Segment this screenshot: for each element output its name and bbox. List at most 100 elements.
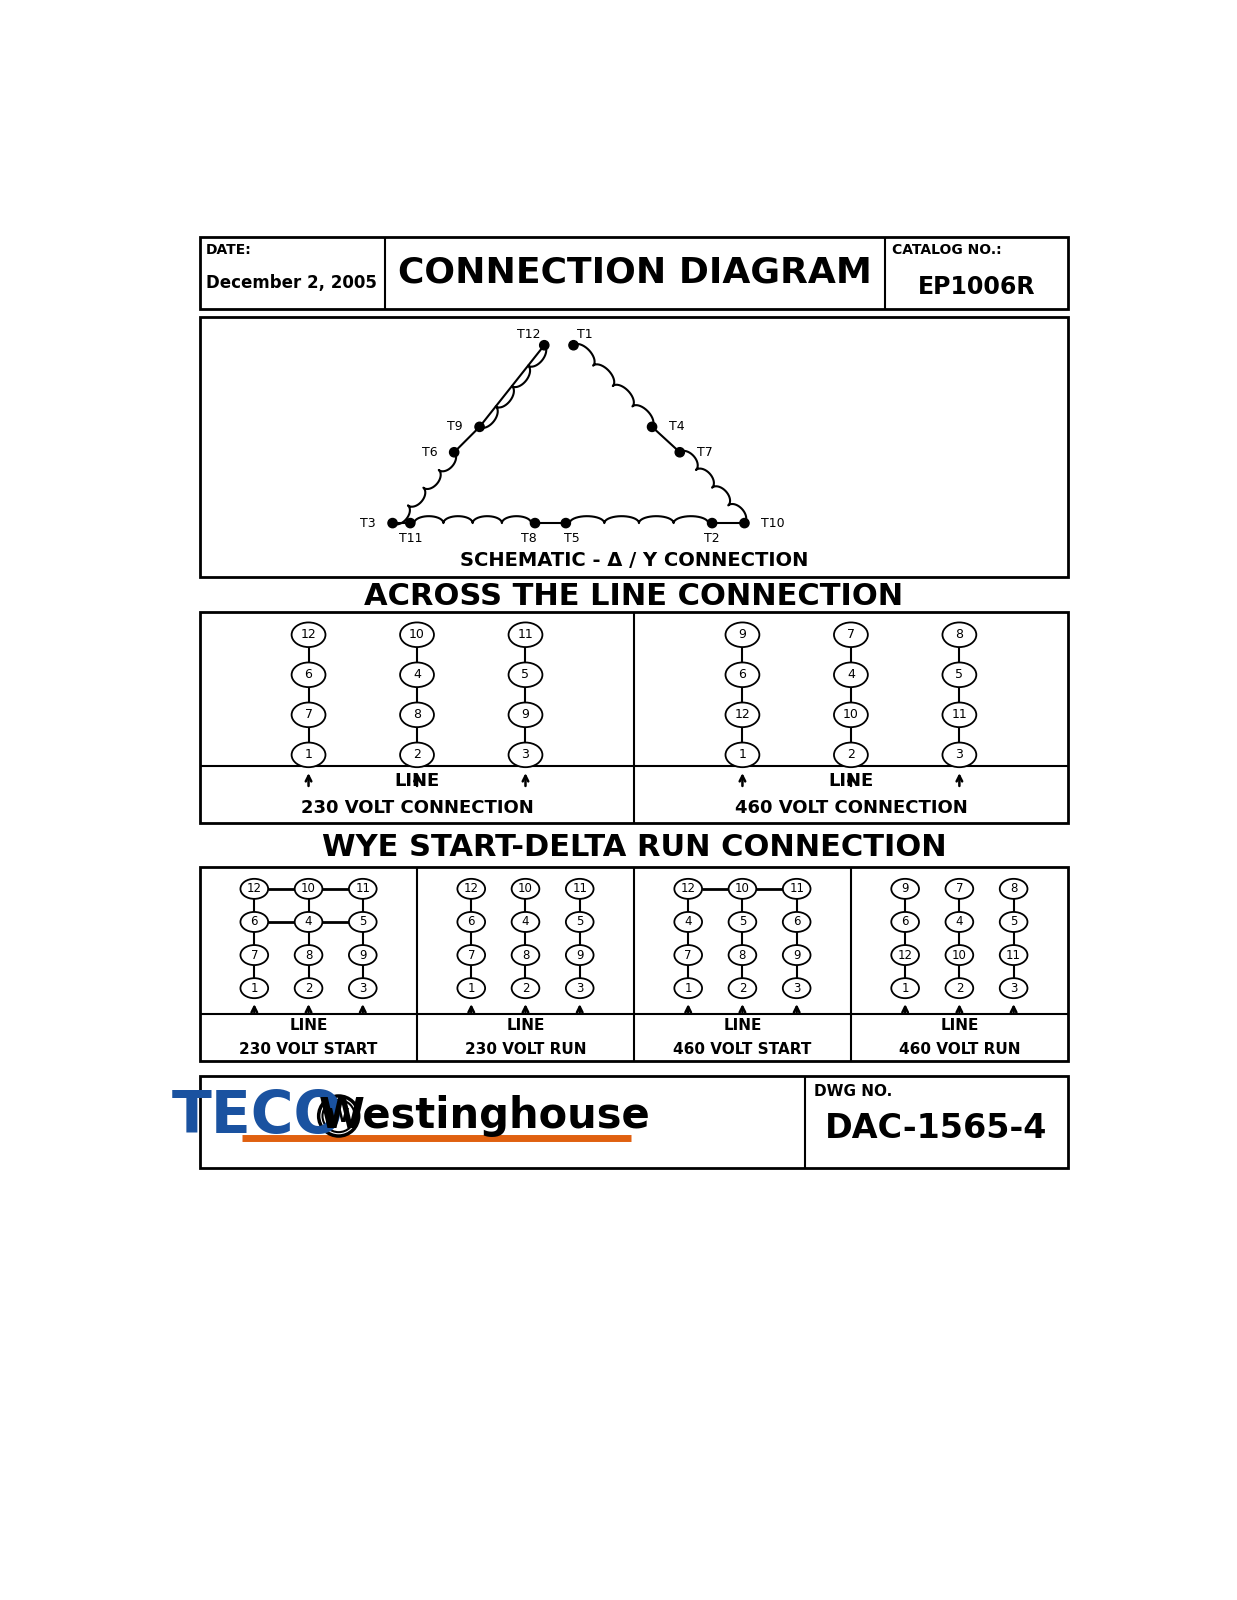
- Ellipse shape: [999, 878, 1028, 899]
- Ellipse shape: [240, 878, 268, 899]
- Text: T6: T6: [422, 446, 437, 459]
- Text: 1: 1: [684, 982, 691, 995]
- Text: 10: 10: [409, 629, 426, 642]
- Text: T8: T8: [521, 531, 537, 546]
- Text: LINE: LINE: [829, 771, 873, 790]
- Text: WYE START-DELTA RUN CONNECTION: WYE START-DELTA RUN CONNECTION: [322, 832, 946, 862]
- Text: 6: 6: [468, 915, 475, 928]
- Text: 12: 12: [680, 882, 695, 896]
- Circle shape: [539, 341, 549, 350]
- Ellipse shape: [294, 912, 323, 931]
- Text: 10: 10: [735, 882, 750, 896]
- Text: 11: 11: [1006, 949, 1021, 962]
- Text: 5: 5: [1009, 915, 1017, 928]
- Text: 6: 6: [902, 915, 909, 928]
- Text: 11: 11: [355, 882, 370, 896]
- Text: 11: 11: [789, 882, 804, 896]
- Ellipse shape: [565, 912, 594, 931]
- Bar: [200, 317, 1068, 578]
- Ellipse shape: [729, 978, 756, 998]
- Ellipse shape: [943, 662, 976, 686]
- Text: DAC-1565-4: DAC-1565-4: [825, 1112, 1048, 1146]
- Circle shape: [708, 518, 716, 528]
- Text: DATE:: DATE:: [207, 243, 252, 256]
- Text: 4: 4: [304, 915, 312, 928]
- Text: EP1006R: EP1006R: [918, 275, 1035, 299]
- Text: 7: 7: [956, 882, 964, 896]
- Text: T5: T5: [564, 531, 580, 546]
- Text: LINE: LINE: [940, 1018, 978, 1032]
- Ellipse shape: [945, 978, 974, 998]
- Text: 3: 3: [955, 749, 964, 762]
- Ellipse shape: [458, 878, 485, 899]
- Bar: [200, 867, 1068, 1061]
- Ellipse shape: [400, 622, 434, 646]
- Circle shape: [388, 518, 397, 528]
- Text: 5: 5: [738, 915, 746, 928]
- Text: 3: 3: [522, 749, 529, 762]
- Text: T9: T9: [447, 421, 463, 434]
- Text: 8: 8: [522, 949, 529, 962]
- Text: LINE: LINE: [395, 771, 439, 790]
- Text: 2: 2: [304, 982, 312, 995]
- Ellipse shape: [945, 878, 974, 899]
- Text: 10: 10: [952, 949, 967, 962]
- Text: 3: 3: [576, 982, 584, 995]
- Text: T10: T10: [762, 517, 785, 530]
- Text: 4: 4: [847, 669, 855, 682]
- Circle shape: [562, 518, 570, 528]
- Ellipse shape: [240, 978, 268, 998]
- Ellipse shape: [892, 912, 919, 931]
- Text: 8: 8: [304, 949, 312, 962]
- Text: 4: 4: [413, 669, 421, 682]
- Text: T1: T1: [578, 328, 593, 341]
- Text: 4: 4: [956, 915, 964, 928]
- Ellipse shape: [512, 912, 539, 931]
- Text: 7: 7: [304, 709, 313, 722]
- Text: 6: 6: [304, 669, 313, 682]
- Text: 4: 4: [684, 915, 691, 928]
- Ellipse shape: [512, 978, 539, 998]
- Text: CONNECTION DIAGRAM: CONNECTION DIAGRAM: [398, 256, 872, 290]
- Text: 8: 8: [955, 629, 964, 642]
- Circle shape: [319, 1096, 359, 1136]
- Text: 11: 11: [951, 709, 967, 722]
- Text: 10: 10: [301, 882, 315, 896]
- Ellipse shape: [565, 978, 594, 998]
- Text: 8: 8: [413, 709, 421, 722]
- Ellipse shape: [783, 978, 810, 998]
- Text: TECO: TECO: [172, 1088, 344, 1144]
- Text: 3: 3: [1009, 982, 1017, 995]
- Text: 230 VOLT START: 230 VOLT START: [239, 1042, 377, 1058]
- Text: 2: 2: [847, 749, 855, 762]
- Ellipse shape: [674, 946, 703, 965]
- Ellipse shape: [512, 946, 539, 965]
- Text: 5: 5: [522, 669, 529, 682]
- Ellipse shape: [349, 878, 376, 899]
- Text: 12: 12: [247, 882, 262, 896]
- Text: 12: 12: [735, 709, 751, 722]
- Ellipse shape: [729, 912, 756, 931]
- Ellipse shape: [725, 742, 760, 766]
- Ellipse shape: [725, 702, 760, 726]
- Text: W: W: [328, 1107, 349, 1125]
- Bar: [200, 237, 1068, 309]
- Text: T2: T2: [704, 531, 720, 546]
- Text: 460 VOLT CONNECTION: 460 VOLT CONNECTION: [735, 800, 967, 818]
- Ellipse shape: [674, 912, 703, 931]
- Text: LINE: LINE: [289, 1018, 328, 1032]
- Ellipse shape: [945, 946, 974, 965]
- Text: 7: 7: [847, 629, 855, 642]
- Ellipse shape: [349, 946, 376, 965]
- Ellipse shape: [725, 662, 760, 686]
- Text: LINE: LINE: [724, 1018, 762, 1032]
- Circle shape: [531, 518, 539, 528]
- Text: 8: 8: [738, 949, 746, 962]
- Circle shape: [569, 341, 578, 350]
- Ellipse shape: [292, 702, 325, 726]
- Ellipse shape: [292, 622, 325, 646]
- Text: 3: 3: [359, 982, 366, 995]
- Ellipse shape: [292, 662, 325, 686]
- Text: 3: 3: [793, 982, 800, 995]
- Ellipse shape: [943, 622, 976, 646]
